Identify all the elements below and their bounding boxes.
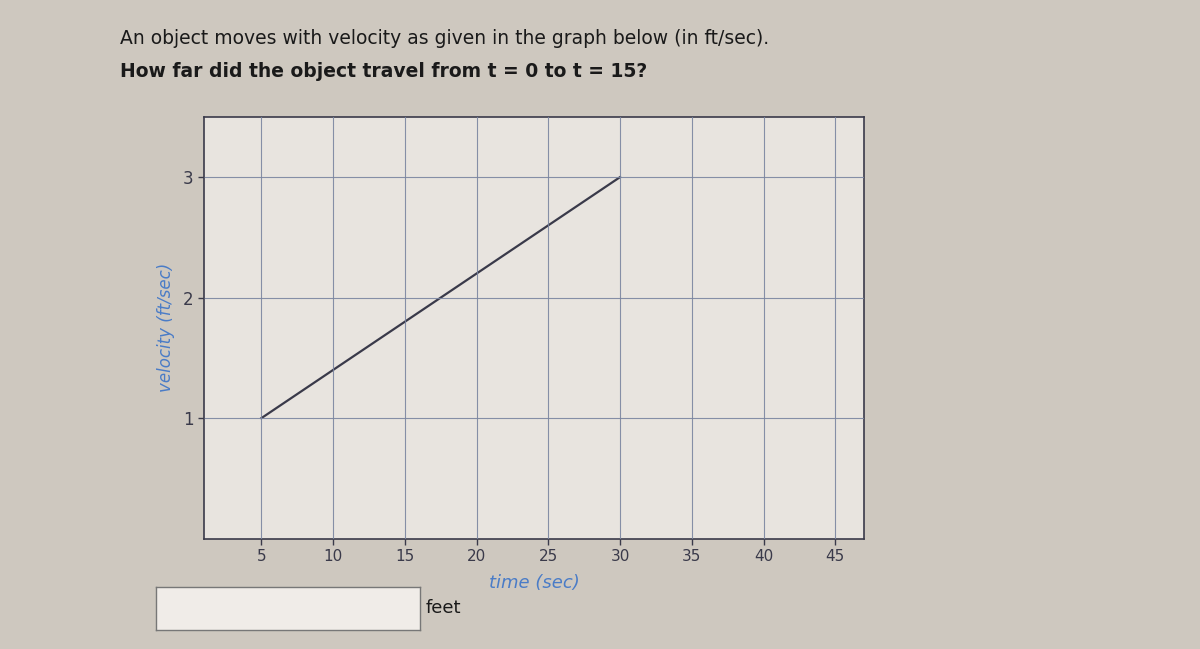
Text: How far did the object travel from t = 0 to t = 15?: How far did the object travel from t = 0… (120, 62, 647, 80)
Y-axis label: velocity (ft/sec): velocity (ft/sec) (157, 263, 175, 393)
X-axis label: time (sec): time (sec) (488, 574, 580, 592)
Text: An object moves with velocity as given in the graph below (in ft/sec).: An object moves with velocity as given i… (120, 29, 769, 48)
Text: feet: feet (426, 599, 462, 617)
